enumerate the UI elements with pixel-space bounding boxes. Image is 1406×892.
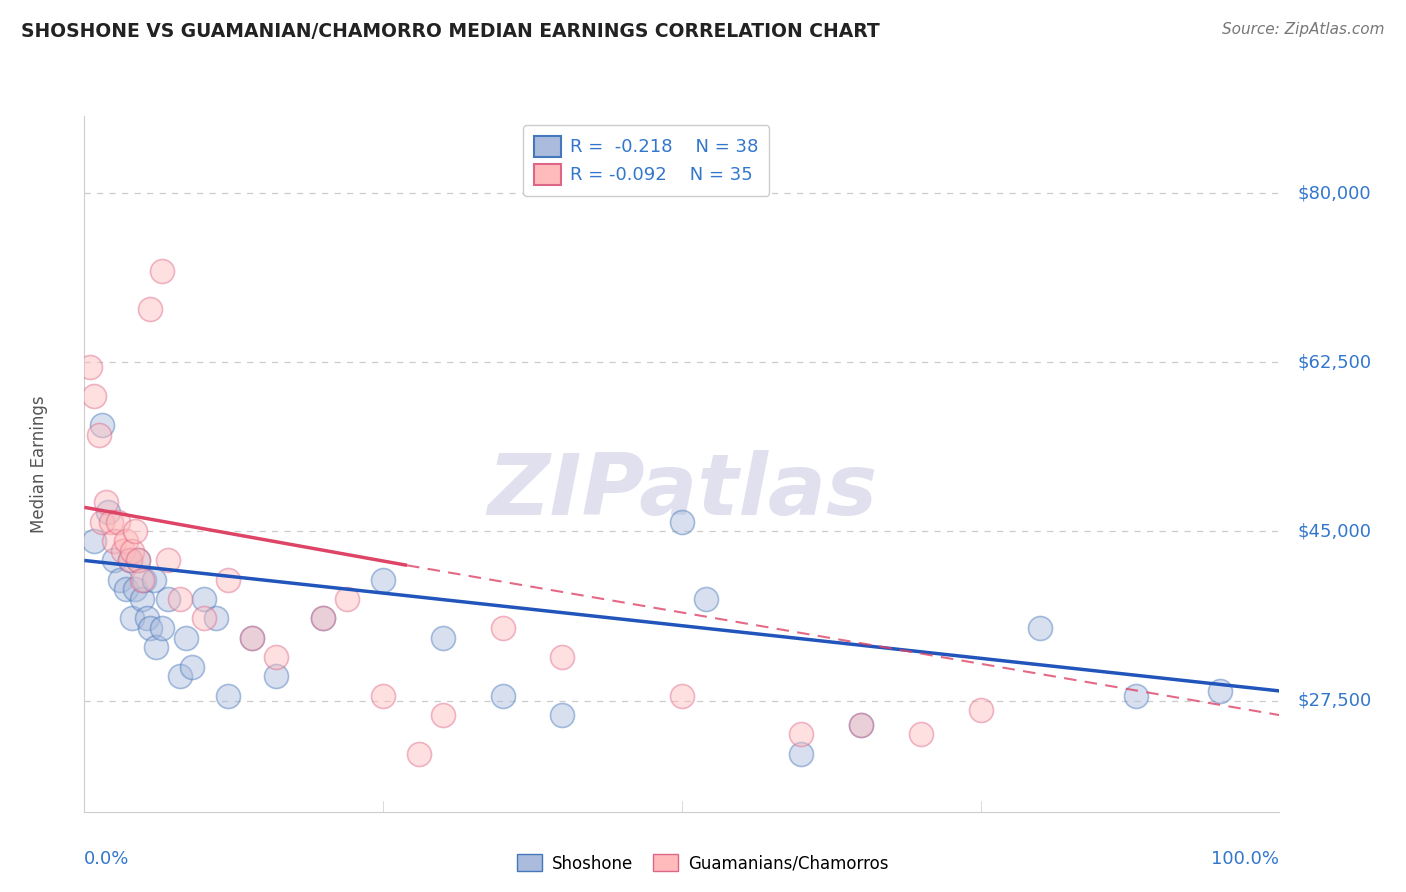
Point xyxy=(100,515,122,529)
Point xyxy=(193,592,215,607)
Text: Source: ZipAtlas.com: Source: ZipAtlas.com xyxy=(1222,22,1385,37)
Point xyxy=(970,703,993,717)
Point xyxy=(169,669,191,683)
Point xyxy=(83,389,105,403)
Point xyxy=(181,660,204,674)
Point xyxy=(91,515,114,529)
Point xyxy=(217,689,239,703)
Point xyxy=(139,302,162,317)
Point xyxy=(124,524,146,539)
Text: $62,500: $62,500 xyxy=(1298,353,1371,371)
Point xyxy=(103,553,125,567)
Point xyxy=(851,717,873,731)
Text: $45,000: $45,000 xyxy=(1298,523,1371,541)
Point xyxy=(79,360,101,375)
Point xyxy=(121,544,143,558)
Point xyxy=(910,727,932,741)
Text: 0.0%: 0.0% xyxy=(84,850,129,868)
Point xyxy=(312,611,335,625)
Point xyxy=(118,553,141,567)
Point xyxy=(790,747,813,761)
Text: $27,500: $27,500 xyxy=(1298,691,1372,710)
Point xyxy=(91,418,114,433)
Point xyxy=(205,611,228,625)
Point xyxy=(1209,684,1232,698)
Point xyxy=(432,631,454,645)
Legend: R =  -0.218    N = 38, R = -0.092    N = 35: R = -0.218 N = 38, R = -0.092 N = 35 xyxy=(523,125,769,195)
Point xyxy=(157,592,180,607)
Point xyxy=(115,582,138,597)
Point xyxy=(373,573,395,587)
Text: SHOSHONE VS GUAMANIAN/CHAMORRO MEDIAN EARNINGS CORRELATION CHART: SHOSHONE VS GUAMANIAN/CHAMORRO MEDIAN EA… xyxy=(21,22,880,41)
Point xyxy=(150,263,173,277)
Point xyxy=(157,553,180,567)
Point xyxy=(1029,621,1052,635)
Text: 100.0%: 100.0% xyxy=(1212,850,1279,868)
Point xyxy=(103,534,125,549)
Point xyxy=(83,534,105,549)
Point xyxy=(373,689,395,703)
Point xyxy=(695,592,717,607)
Point xyxy=(150,621,173,635)
Point xyxy=(492,689,515,703)
Text: $80,000: $80,000 xyxy=(1298,185,1371,202)
Point xyxy=(264,669,287,683)
Point xyxy=(264,650,287,665)
Point xyxy=(135,611,157,625)
Point xyxy=(193,611,215,625)
Point xyxy=(142,573,165,587)
Point xyxy=(121,611,143,625)
Point xyxy=(115,534,138,549)
Point xyxy=(851,717,873,731)
Point xyxy=(169,592,191,607)
Point xyxy=(1125,689,1147,703)
Point xyxy=(145,640,167,655)
Point xyxy=(492,621,515,635)
Text: ZIPatlas: ZIPatlas xyxy=(486,450,877,533)
Point xyxy=(131,573,153,587)
Point xyxy=(240,631,263,645)
Point xyxy=(790,727,813,741)
Point xyxy=(671,515,693,529)
Point xyxy=(97,505,120,519)
Point xyxy=(110,573,132,587)
Point xyxy=(111,544,134,558)
Point xyxy=(118,553,141,567)
Point xyxy=(217,573,239,587)
Point xyxy=(124,582,146,597)
Point xyxy=(551,650,574,665)
Text: Median Earnings: Median Earnings xyxy=(30,395,48,533)
Point xyxy=(240,631,263,645)
Point xyxy=(671,689,693,703)
Legend: Shoshone, Guamanians/Chamorros: Shoshone, Guamanians/Chamorros xyxy=(510,847,896,880)
Point xyxy=(107,515,129,529)
Point xyxy=(127,553,149,567)
Point xyxy=(127,553,149,567)
Point xyxy=(336,592,359,607)
Point xyxy=(551,708,574,723)
Point xyxy=(131,592,153,607)
Point xyxy=(312,611,335,625)
Point xyxy=(139,621,162,635)
Point xyxy=(87,428,110,442)
Point xyxy=(408,747,430,761)
Point xyxy=(432,708,454,723)
Point xyxy=(174,631,197,645)
Point xyxy=(94,495,117,509)
Point xyxy=(132,573,156,587)
